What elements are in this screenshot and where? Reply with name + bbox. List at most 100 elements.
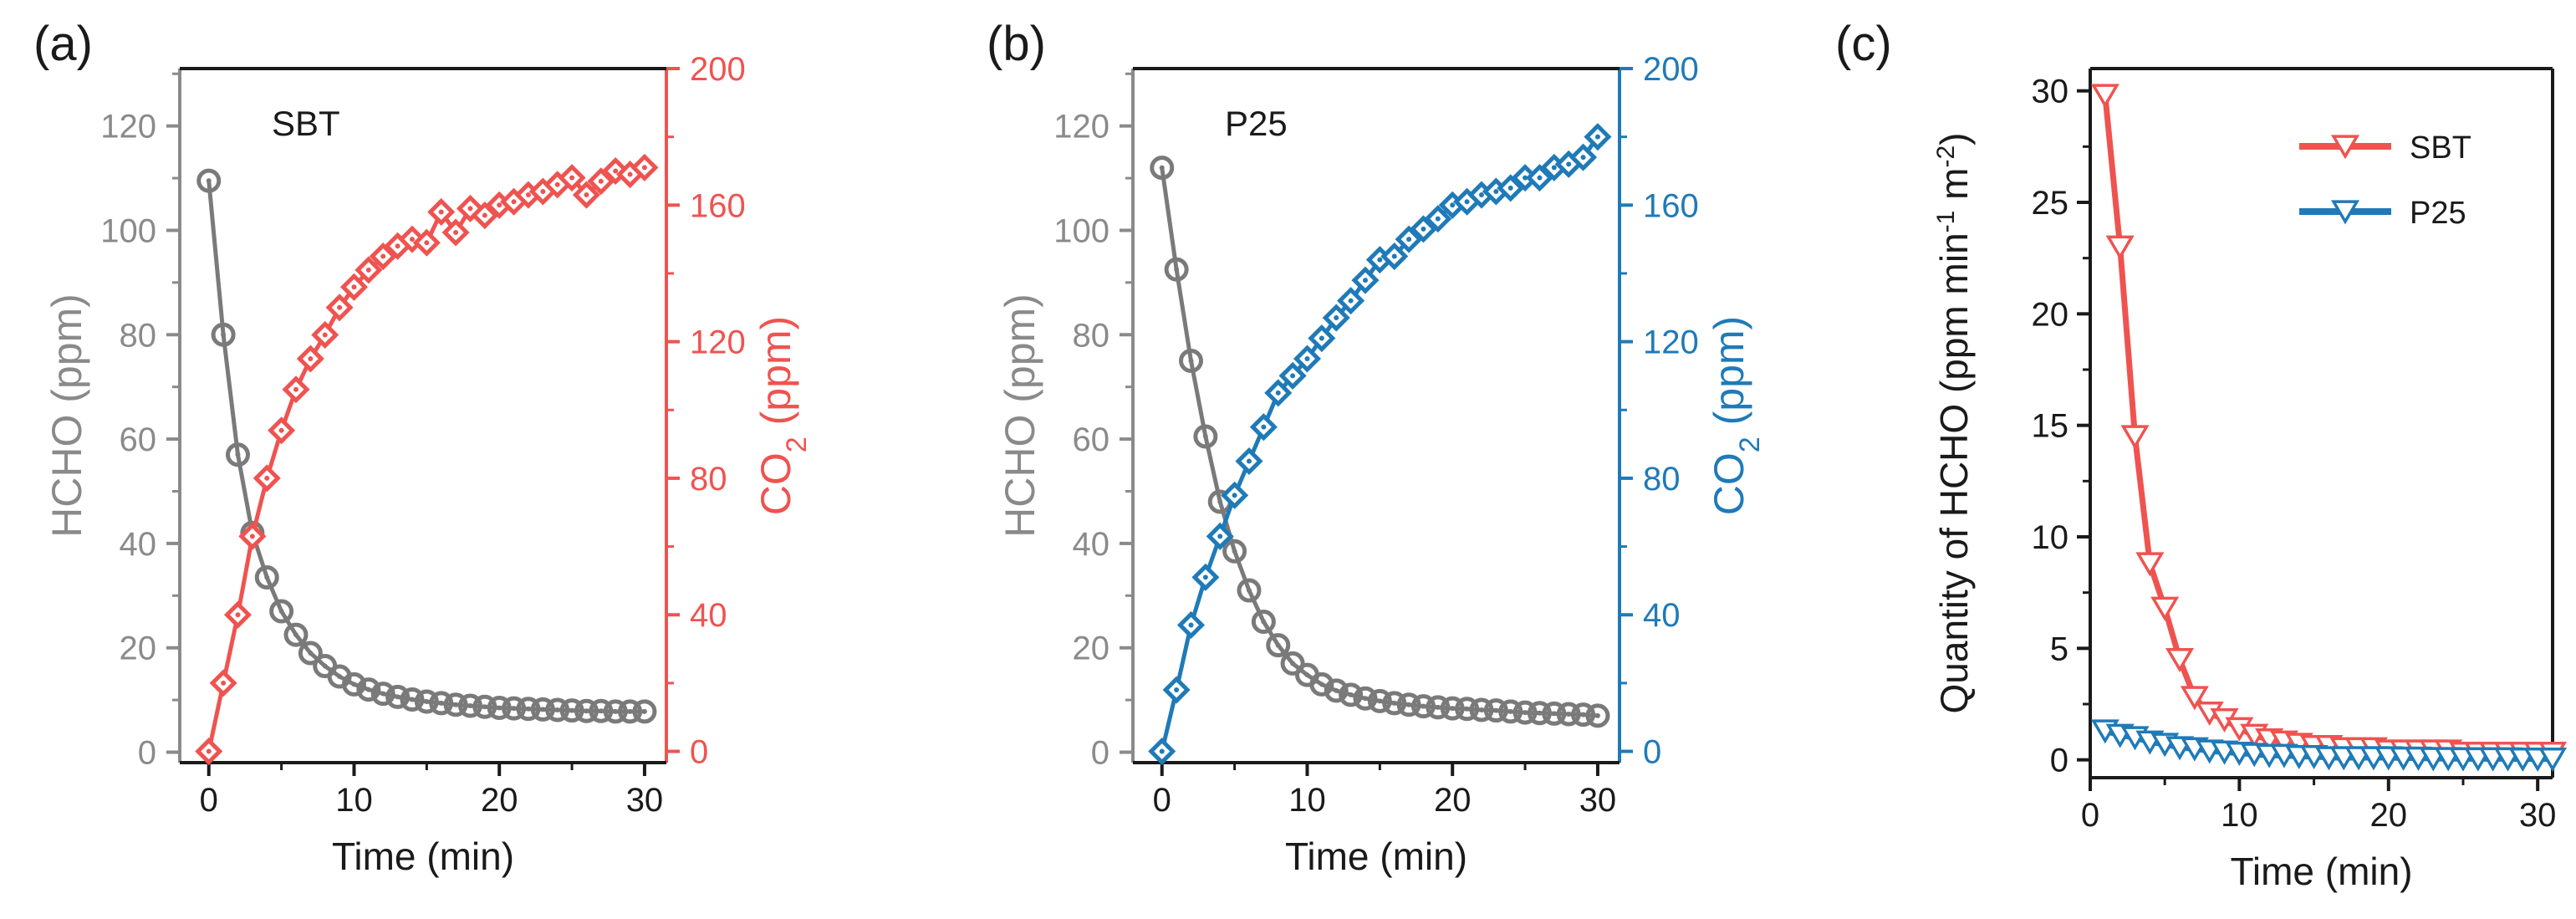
- panel-a-y-right-tick-label: 160: [690, 187, 746, 224]
- panel-a-co2-point-dot: [264, 475, 270, 481]
- panel-b-hcho-point-dot: [1334, 687, 1339, 693]
- panel-a-y-right-tick-label: 40: [690, 597, 727, 634]
- panel-b-co2-point-dot: [1217, 534, 1223, 539]
- panel-b-hcho-point: [1585, 703, 1610, 728]
- panel-a-co2-point-dot: [293, 386, 298, 392]
- panel-a-hcho-point-dot: [641, 708, 647, 714]
- panel-a-y-left-tick-label: 80: [120, 317, 157, 354]
- panel-b-hcho-point-dot: [1421, 703, 1426, 709]
- panel-b-co2-point-dot: [1377, 257, 1383, 263]
- panel-a-hcho-point: [559, 698, 584, 723]
- panel-a-co2-point-dot: [365, 267, 371, 273]
- panel-c-y-label-prefix: Quantity of HCHO (ppm min: [1932, 232, 1976, 713]
- panel-a-co2-point-dot: [569, 175, 575, 181]
- panel-b-y-right-tick-label: 160: [1643, 187, 1699, 224]
- panel-a-co2-point-dot: [206, 748, 212, 754]
- panel-b-hcho-point: [1410, 694, 1436, 719]
- panel-b-co2-point-dot: [1348, 298, 1354, 304]
- panel-b-y-right-tick-label: 0: [1643, 734, 1661, 771]
- panel-a-co2-point-dot: [554, 181, 560, 187]
- panel-a-hcho-point-dot: [293, 632, 298, 638]
- panel-a-co2-point-dot: [453, 229, 459, 235]
- panel-c-sbt-point: [2165, 648, 2195, 673]
- panel-b-co2-point-dot: [1334, 315, 1339, 321]
- panel-b-co2-point-dot: [1159, 748, 1165, 754]
- panel-b-hcho-point: [1164, 257, 1189, 282]
- panel-b-y-right-label: CO2 (ppm): [1706, 316, 1766, 515]
- panel-a-annotation: SBT: [272, 104, 340, 143]
- panel-b-y-left-tick-label: 20: [1073, 631, 1110, 667]
- panel-a-co2-point-dot: [525, 192, 531, 198]
- panel-b-hcho-point: [1498, 699, 1523, 724]
- panel-b-hcho-point: [1324, 678, 1349, 703]
- panel-c-x-tick-label: 30: [2519, 797, 2557, 834]
- panel-a-hcho-point: [225, 442, 250, 467]
- panel-b-co2-point-dot: [1580, 155, 1586, 161]
- panel-c-y-tick-label: 5: [2050, 631, 2068, 667]
- panel-b-hcho-point: [1251, 610, 1276, 635]
- panel-c-sbt-point: [2090, 84, 2119, 109]
- panel-a-hcho-point: [385, 684, 411, 709]
- panel-b-co2-point-dot: [1464, 199, 1470, 205]
- panel-b-x-axis-label: Time (min): [1285, 835, 1467, 878]
- panel-b-co2-point-dot: [1421, 226, 1426, 232]
- panel-b-hcho-point-dot: [1348, 692, 1354, 697]
- panel-a-co2-point-dot: [627, 171, 633, 177]
- panel-a-hcho-point: [502, 696, 527, 721]
- panel-c-y-tick-label: 30: [2032, 74, 2069, 110]
- panel-b-hcho-point-dot: [1566, 711, 1572, 717]
- panel-c-legend-sbt-marker: [2330, 135, 2360, 160]
- panel-b-y-left-tick-label: 60: [1073, 421, 1110, 458]
- panel-a-hcho-point-dot: [264, 574, 270, 580]
- panel-a-hcho-point: [298, 641, 323, 666]
- panel-b-hcho-point-dot: [1523, 710, 1528, 716]
- panel-b-hcho-point-dot: [1450, 706, 1456, 712]
- panel-a-y-left-tick-label: 40: [120, 526, 157, 563]
- panel-a-hcho-point: [414, 689, 439, 714]
- panel-a-hcho-point: [574, 698, 599, 723]
- panel-a-hcho-point-dot: [569, 707, 575, 713]
- panel-b-hcho-point: [1571, 702, 1596, 728]
- panel-a-y-right-tick-label: 0: [690, 734, 708, 771]
- panel-a-co2-point-dot: [482, 212, 487, 218]
- panel-b-hcho-point-dot: [1202, 433, 1208, 439]
- panel-a-hcho-point-dot: [424, 698, 430, 704]
- panel-b-co2-point-dot: [1391, 253, 1397, 259]
- panel-a-co2-point-dot: [540, 188, 546, 194]
- panel-a-y-right-tick-label: 120: [690, 324, 746, 361]
- panel-a-hcho-point: [341, 671, 366, 697]
- panel-b-co2-point-dot: [1406, 237, 1412, 243]
- panel-a-y-left-label: HCHO (ppm): [43, 294, 90, 538]
- panel-a-hcho-point-dot: [278, 609, 284, 615]
- panel-a-y-right-label: CO2 (ppm): [752, 316, 813, 515]
- panel-b-y-right-label-sub: 2: [1734, 437, 1766, 452]
- panel-a-x-tick-label: 10: [335, 782, 373, 819]
- panel-b-hcho-point-dot: [1537, 710, 1543, 716]
- panel-b-y-right-label-prefix: CO: [1706, 452, 1752, 515]
- panel-a-y-right-tick-label: 200: [690, 51, 746, 88]
- panel-a-hcho-point: [283, 622, 309, 647]
- panel-b-hcho-point: [1178, 348, 1203, 373]
- panel-a-co2-point-dot: [380, 253, 386, 259]
- panel-b-co2-point-dot: [1566, 161, 1572, 167]
- panel-b-hcho-point-dot: [1594, 712, 1600, 718]
- panel-c-legend-p25-marker: [2330, 200, 2360, 225]
- panel-a-y-right-tick-label: 80: [690, 461, 727, 498]
- panel-a-hcho-point: [254, 564, 279, 590]
- panel-b-hcho-point-dot: [1304, 672, 1310, 678]
- panel-b-y-left-tick-label: 40: [1073, 526, 1110, 563]
- panel-a-hcho-point-dot: [511, 706, 517, 712]
- panel-a-co2-point-dot: [424, 240, 430, 246]
- panel-b-hcho-point-dot: [1478, 707, 1484, 712]
- panel-b-co2-point-dot: [1478, 192, 1484, 198]
- panel-b-hcho-point: [1483, 698, 1508, 723]
- panel-b-hcho-point-dot: [1406, 702, 1412, 707]
- panel-b-hcho-point-dot: [1435, 704, 1441, 710]
- panel-b-co2-point-dot: [1362, 278, 1368, 283]
- panel-b-hcho-point: [1440, 696, 1465, 721]
- panel-b-x-tick-label: 0: [1153, 782, 1171, 819]
- panel-a-hcho-point-dot: [584, 708, 589, 714]
- panel-a-hcho-point-dot: [337, 674, 343, 680]
- panel-b-hcho-point: [1396, 692, 1421, 717]
- panel-a-hcho-point: [530, 697, 555, 722]
